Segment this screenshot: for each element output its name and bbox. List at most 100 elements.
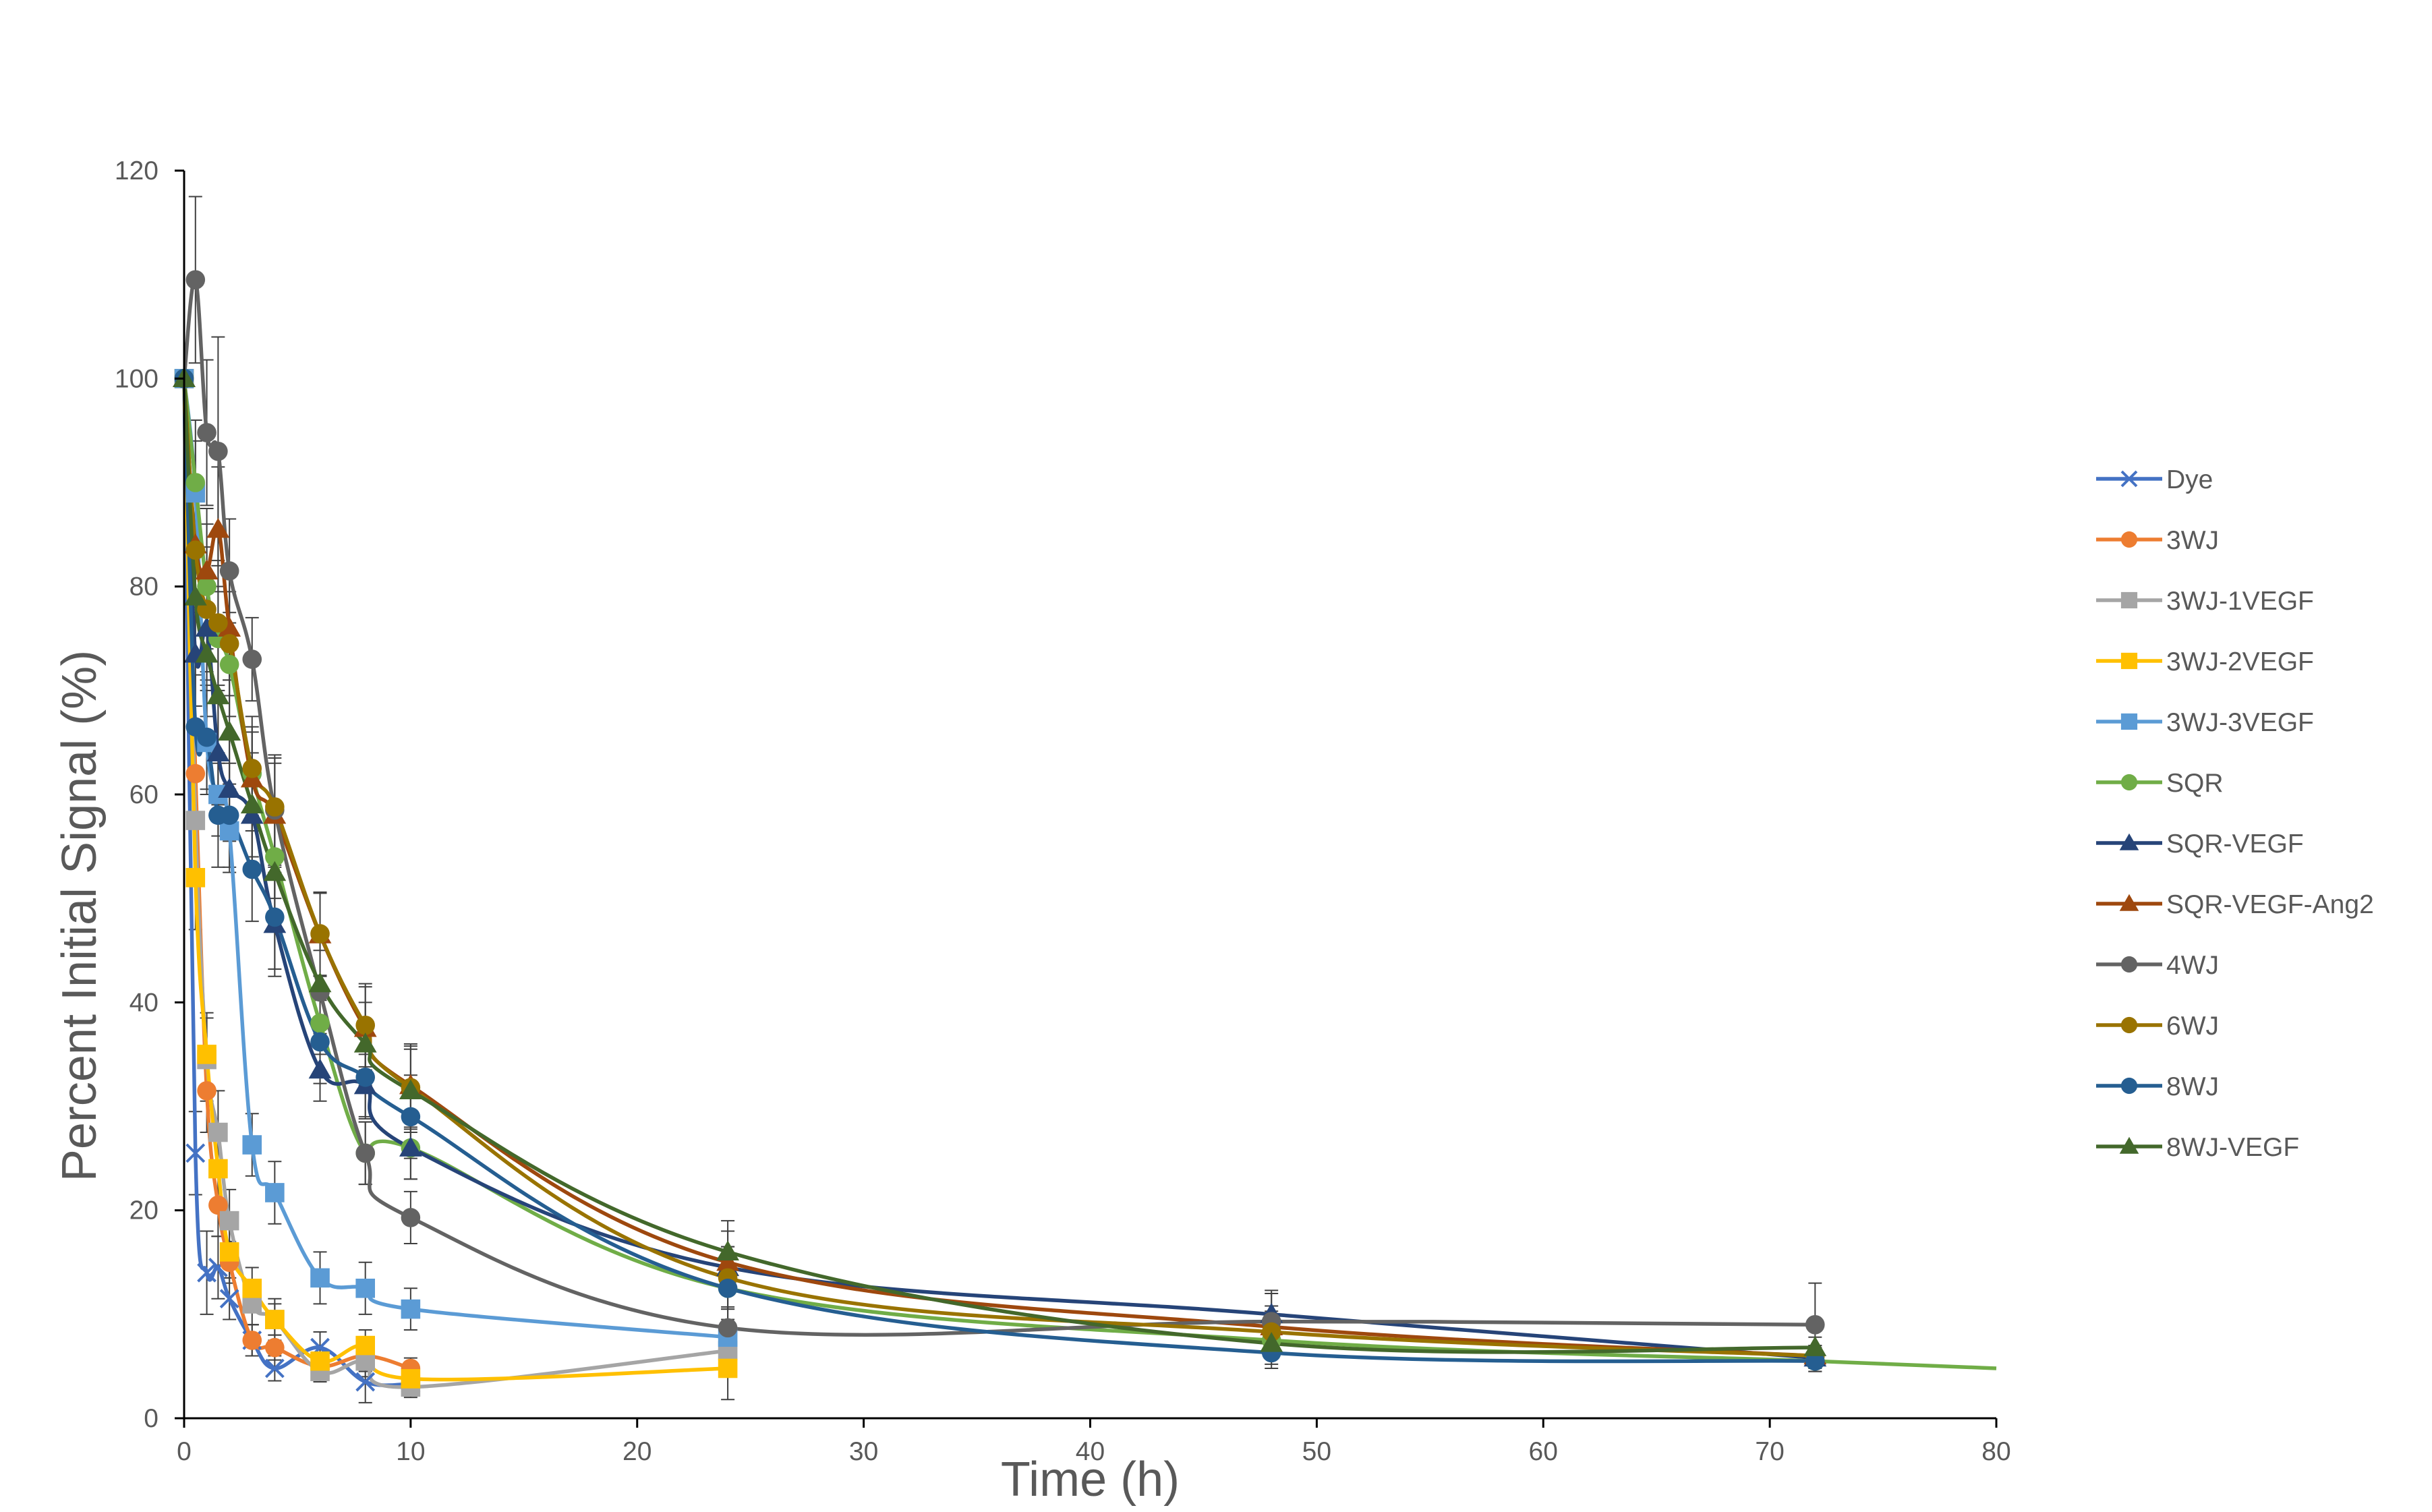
data-point: [716, 1250, 739, 1271]
y-axis-title: Percent Initial Signal (%): [53, 650, 107, 1182]
data-point: [242, 649, 262, 669]
data-point: [308, 1058, 332, 1079]
data-point: [240, 793, 264, 814]
data-point: [197, 727, 216, 747]
legend-label: SQR-VEGF: [2166, 830, 2304, 859]
data-point: [206, 517, 230, 538]
data-point: [718, 1278, 738, 1298]
data-point: [265, 797, 285, 817]
x-tick-label: 50: [1302, 1437, 1331, 1466]
data-point: [310, 1032, 330, 1052]
y-tick-label: 100: [115, 364, 158, 393]
legend-label: 3WJ-1VEGF: [2166, 587, 2314, 616]
data-point: [263, 861, 287, 881]
legend-marker: [2120, 774, 2138, 791]
data-point: [265, 1310, 285, 1329]
data-point: [401, 1107, 421, 1127]
data-point: [208, 441, 228, 461]
legend: Dye 3WJ 3WJ-1VEGF 3WJ-2VEGF 3WJ-3VEGF SQR SQR-…: [2096, 465, 2374, 1162]
legend-label: 4WJ: [2166, 951, 2219, 980]
data-point: [197, 1045, 216, 1064]
data-point: [208, 613, 228, 633]
data-point: [718, 1358, 738, 1378]
legend-label: 3WJ-3VEGF: [2166, 708, 2314, 737]
legend-label: SQR: [2166, 769, 2224, 798]
data-point: [242, 1331, 262, 1350]
data-point: [197, 577, 216, 596]
data-point: [185, 763, 206, 784]
data-point: [355, 1068, 375, 1087]
data-point: [310, 924, 330, 943]
legend-marker: [2120, 652, 2138, 670]
legend-label: 3WJ-2VEGF: [2166, 647, 2314, 676]
data-point: [355, 1143, 375, 1163]
data-point: [355, 1372, 376, 1392]
data-point: [308, 972, 332, 993]
data-point: [401, 1208, 421, 1227]
data-point: [206, 741, 230, 762]
data-point: [185, 811, 206, 830]
data-point: [355, 1278, 375, 1298]
data-point: [197, 1262, 217, 1283]
data-point: [185, 473, 206, 492]
x-tick-label: 60: [1529, 1437, 1558, 1466]
x-tick-label: 40: [1076, 1437, 1105, 1466]
x-tick-label: 80: [1981, 1437, 2010, 1466]
legend-marker: [2119, 894, 2139, 911]
data-point: [716, 1240, 739, 1261]
data-point: [185, 868, 206, 888]
x-tick-label: 0: [177, 1437, 192, 1466]
data-point: [195, 642, 219, 663]
legend-label: 8WJ-VEGF: [2166, 1133, 2299, 1162]
data-point: [240, 803, 264, 824]
data-point: [265, 1183, 285, 1202]
data-point: [185, 540, 206, 560]
data-point: [197, 423, 216, 442]
x-tick-label: 20: [623, 1437, 652, 1466]
y-tick-label: 120: [115, 156, 158, 185]
data-point: [208, 1122, 228, 1142]
legend-label: SQR-VEGF-Ang2: [2166, 890, 2374, 919]
data-point: [185, 270, 206, 290]
x-tick-label: 70: [1755, 1437, 1784, 1466]
y-axis-ticks: 0 20 40 60 80 100 120: [115, 156, 184, 1433]
data-point: [195, 616, 219, 637]
data-point: [1803, 1336, 1827, 1356]
data-point: [264, 1358, 285, 1378]
data-point: [401, 1369, 421, 1389]
data-point: [353, 1033, 377, 1053]
data-point: [242, 1278, 262, 1298]
legend-label: 3WJ: [2166, 526, 2219, 555]
y-tick-label: 80: [129, 573, 158, 602]
data-point: [399, 1136, 422, 1157]
data-point: [1261, 1322, 1281, 1342]
data-point: [219, 561, 239, 581]
y-tick-label: 40: [129, 988, 158, 1017]
data-point: [1260, 1332, 1283, 1352]
data-point: [1805, 1314, 1825, 1335]
data-point: [310, 1013, 330, 1033]
data-point: [399, 1079, 422, 1100]
data-point: [1805, 1351, 1825, 1371]
data-point: [219, 1242, 239, 1262]
data-point: [219, 1289, 239, 1309]
data-point: [208, 1159, 228, 1179]
data-point: [219, 634, 239, 653]
data-point: [218, 720, 241, 741]
legend-marker: [2119, 1136, 2139, 1154]
data-point: [219, 1211, 239, 1231]
data-point: [242, 859, 262, 879]
x-axis-ticks: 0 10 20 30 40 50 60 70 80: [177, 1418, 2011, 1466]
x-tick-label: 10: [396, 1437, 425, 1466]
data-point: [197, 1081, 216, 1101]
data-point: [219, 654, 239, 674]
data-point: [310, 1268, 330, 1288]
data-point: [183, 585, 207, 606]
data-point: [265, 847, 285, 867]
data-point: [206, 684, 230, 705]
data-point: [401, 1299, 421, 1319]
y-tick-label: 0: [144, 1404, 158, 1433]
legend-label: 8WJ: [2166, 1072, 2219, 1101]
data-point: [218, 616, 241, 637]
